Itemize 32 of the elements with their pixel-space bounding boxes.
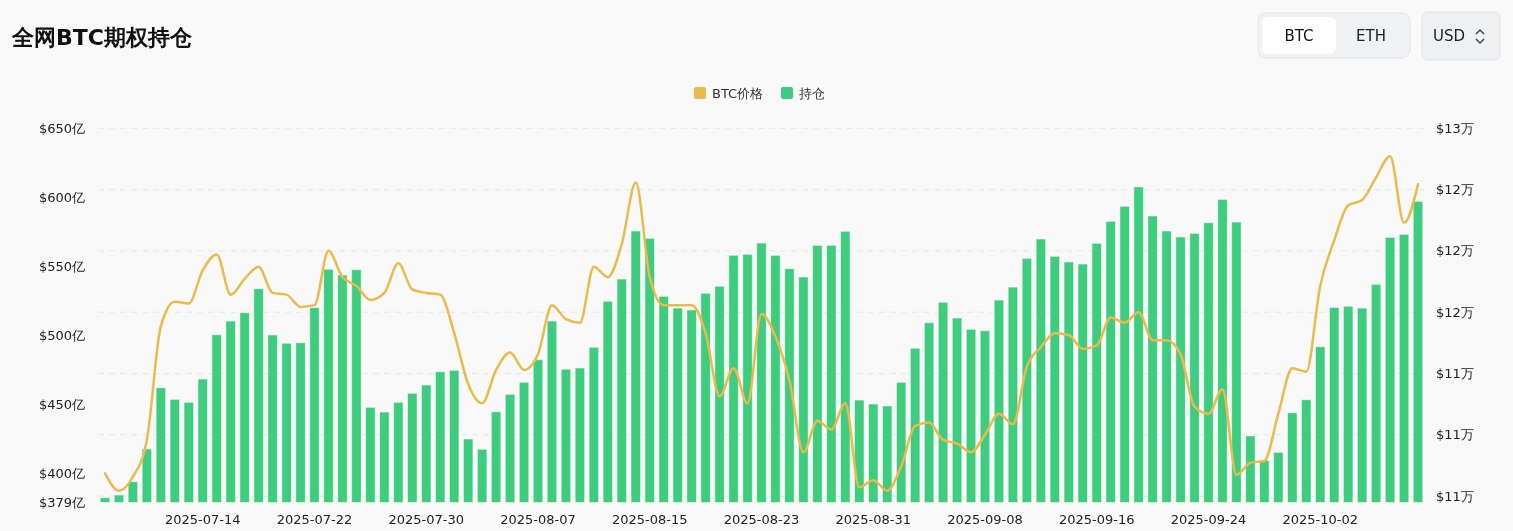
legend-label: 持仓 — [799, 86, 825, 101]
x-tick-label: 2025-07-14 — [164, 512, 241, 527]
x-tick-label: 2025-09-16 — [1058, 512, 1135, 527]
y2-tick-label: $13万 — [1436, 120, 1474, 136]
y-tick-label: $500亿 — [38, 327, 85, 343]
x-tick-label: 2025-08-23 — [723, 512, 800, 527]
x-tick-label: 2025-08-15 — [611, 512, 688, 527]
y2-tick-label: $12万 — [1436, 243, 1474, 259]
y-tick-label: $400亿 — [38, 466, 85, 482]
text: USD — [1433, 27, 1466, 45]
y-tick-label: $379亿 — [38, 495, 85, 511]
line-series — [103, 155, 1420, 493]
y-tick-label: $450亿 — [38, 397, 85, 413]
legend-label: BTC价格 — [712, 86, 764, 101]
x-tick-label: 2025-08-07 — [500, 512, 576, 527]
y2-tick-label: $12万 — [1436, 304, 1474, 320]
y2-tick-label: $11万 — [1436, 488, 1474, 504]
text: ETH — [1356, 27, 1386, 45]
x-tick-label: 2025-10-02 — [1282, 512, 1359, 527]
x-tick-label: 2025-08-31 — [835, 512, 912, 527]
x-tick-label: 2025-07-22 — [276, 512, 353, 527]
chart-title: 全网BTC期权持仓 — [11, 25, 193, 50]
y2-tick-label: $12万 — [1436, 182, 1474, 198]
y2-tick-label: $11万 — [1436, 427, 1474, 443]
x-tick-label: 2025-09-24 — [1170, 512, 1247, 527]
y-tick-label: $600亿 — [38, 189, 85, 205]
text: BTC — [1284, 27, 1314, 45]
y-tick-label: $650亿 — [38, 120, 85, 136]
y2-tick-label: $11万 — [1436, 366, 1474, 381]
x-tick-label: 2025-09-08 — [947, 512, 1023, 527]
x-tick-label: 2025-07-30 — [388, 512, 465, 527]
y-tick-label: $550亿 — [38, 258, 85, 274]
